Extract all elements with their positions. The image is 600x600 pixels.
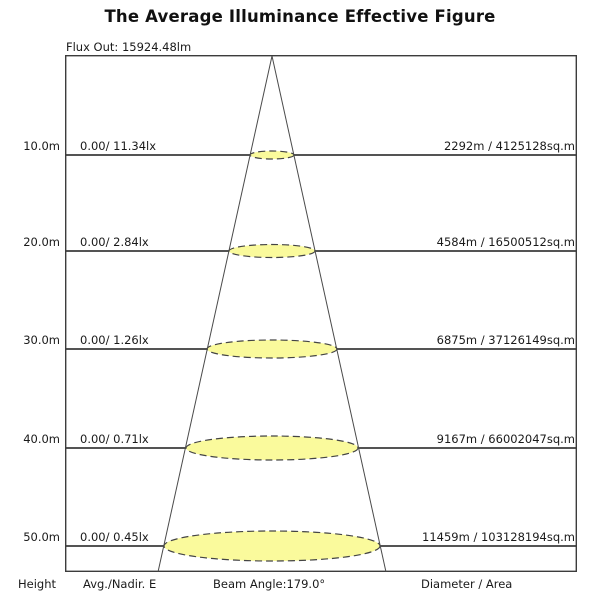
avg-nadir-label: 0.00/ 2.84lx — [80, 235, 149, 249]
beam-ellipse-40m — [185, 435, 359, 461]
beam-edge-left — [157, 55, 273, 572]
chart-border — [65, 55, 577, 572]
footer-height-label: Height — [18, 577, 57, 591]
avg-nadir-label: 0.00/ 1.26lx — [80, 333, 149, 347]
beam-ellipse-30m — [206, 339, 338, 359]
avg-nadir-label: 0.00/ 0.45lx — [80, 530, 149, 544]
diameter-area-label: 11459m / 103128194sq.m — [422, 530, 575, 544]
beam-cone-diagram — [65, 55, 577, 572]
avg-nadir-label: 0.00/ 11.34lx — [80, 139, 157, 153]
diameter-area-label: 4584m / 16500512sq.m — [436, 235, 575, 249]
height-label: 20.0m — [23, 235, 60, 249]
height-label: 50.0m — [23, 530, 60, 544]
beam-ellipse-10m — [249, 150, 295, 160]
diameter-area-label: 2292m / 4125128sq.m — [443, 139, 575, 153]
beam-ellipse-20m — [228, 243, 316, 259]
diameter-area-label: 9167m / 66002047sq.m — [436, 432, 575, 446]
footer-diameter-area-label: Diameter / Area — [421, 577, 513, 591]
figure-title: The Average Illuminance Effective Figure — [104, 7, 496, 26]
height-label: 10.0m — [23, 139, 60, 153]
diameter-area-label: 6875m / 37126149sq.m — [436, 333, 575, 347]
footer-beam-angle-label: Beam Angle:179.0° — [213, 577, 326, 591]
height-label: 30.0m — [23, 333, 60, 347]
footer-avg-nadir-label: Avg./Nadir. E — [83, 577, 157, 591]
beam-ellipse-50m — [163, 530, 381, 562]
beam-edge-right — [271, 55, 387, 572]
avg-nadir-label: 0.00/ 0.71lx — [80, 432, 149, 446]
height-label: 40.0m — [23, 432, 60, 446]
flux-out-label: Flux Out: 15924.48lm — [66, 40, 192, 54]
